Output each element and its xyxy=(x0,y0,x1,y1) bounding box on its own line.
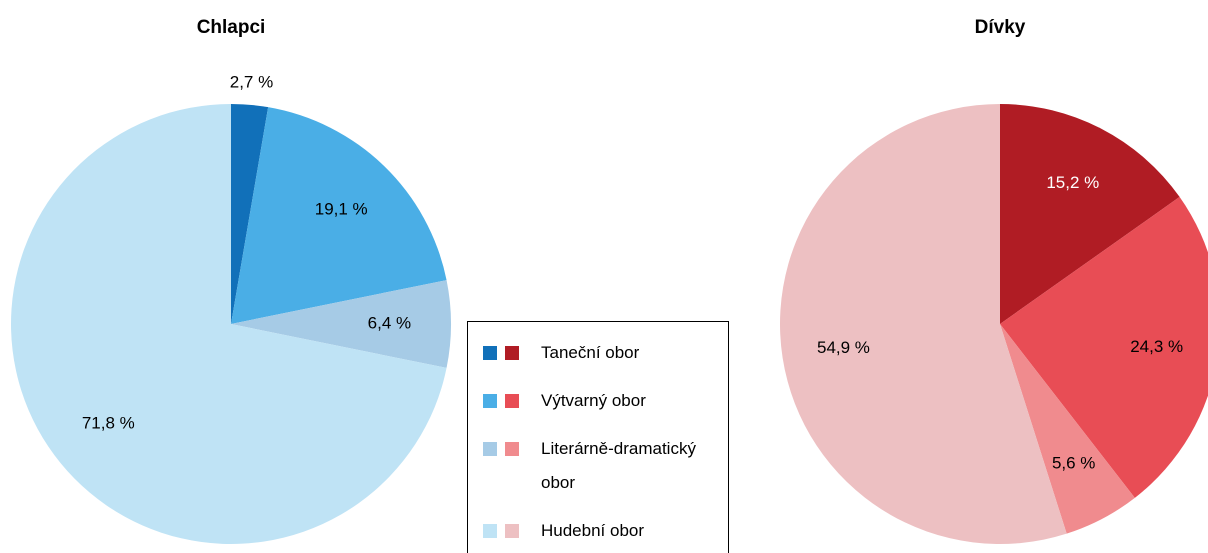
pie-slice xyxy=(779,104,1067,544)
data-label: 71,8 % xyxy=(82,414,135,433)
legend-label: Hudební obor xyxy=(541,521,645,540)
legend-swatch xyxy=(505,346,519,360)
chart-title: Chlapci xyxy=(197,17,266,38)
chart-title: Dívky xyxy=(975,17,1026,38)
legend-item: Hudební obor xyxy=(483,514,728,548)
legend-item: Literárně-dramatický obor xyxy=(483,432,728,500)
data-label: 19,1 % xyxy=(315,200,368,219)
data-label: 15,2 % xyxy=(1046,173,1099,192)
pie-slice xyxy=(231,107,447,324)
pie-slice xyxy=(231,280,451,368)
pie-slice xyxy=(231,104,269,324)
pie-slice xyxy=(10,104,447,544)
legend-swatch xyxy=(483,524,497,538)
data-label: 5,6 % xyxy=(1052,454,1095,473)
legend-label: Taneční obor xyxy=(541,343,640,362)
data-label: 2,7 % xyxy=(230,72,273,91)
legend: Taneční obor Výtvarný obor Literárně-drama… xyxy=(467,321,729,553)
data-label: 6,4 % xyxy=(368,313,411,332)
pie-slice xyxy=(1000,104,1180,324)
legend-swatch xyxy=(505,394,519,408)
data-label: 54,9 % xyxy=(817,338,870,357)
pie-slice xyxy=(1000,324,1135,534)
legend-label: Literárně-dramatický obor xyxy=(541,439,696,492)
legend-swatch xyxy=(483,442,497,456)
legend-swatch xyxy=(483,394,497,408)
legend-swatch xyxy=(483,346,497,360)
pie-slice xyxy=(1000,196,1208,498)
legend-swatch xyxy=(505,524,519,538)
legend-swatch xyxy=(505,442,519,456)
data-label: 24,3 % xyxy=(1130,337,1183,356)
legend-item: Taneční obor xyxy=(483,336,728,370)
legend-label: Výtvarný obor xyxy=(541,391,646,410)
legend-item: Výtvarný obor xyxy=(483,384,728,418)
